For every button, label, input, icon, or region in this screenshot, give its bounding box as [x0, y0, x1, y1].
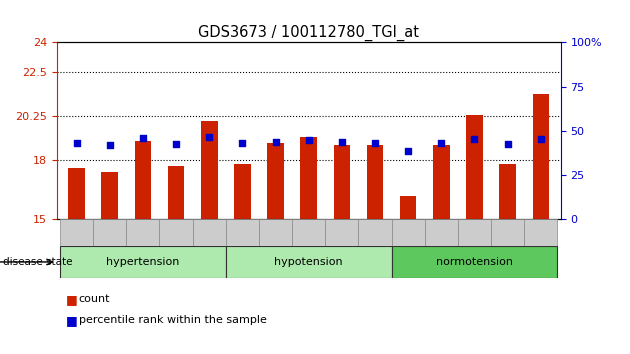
- Point: [171, 141, 181, 147]
- Text: normotension: normotension: [436, 257, 513, 267]
- Bar: [193, 219, 226, 246]
- Bar: [367, 145, 383, 219]
- Bar: [259, 219, 292, 246]
- Bar: [267, 143, 284, 219]
- Bar: [524, 219, 558, 246]
- Point: [503, 141, 513, 147]
- Bar: [234, 164, 251, 219]
- Point: [403, 148, 413, 154]
- Bar: [60, 246, 226, 278]
- Bar: [135, 141, 151, 219]
- Bar: [458, 219, 491, 246]
- Text: hypotension: hypotension: [275, 257, 343, 267]
- Bar: [466, 115, 483, 219]
- Bar: [226, 219, 259, 246]
- Text: disease state: disease state: [3, 257, 72, 267]
- Bar: [101, 172, 118, 219]
- Bar: [127, 219, 159, 246]
- Bar: [358, 219, 392, 246]
- Point: [138, 135, 148, 141]
- Point: [337, 139, 347, 145]
- Bar: [325, 219, 358, 246]
- Bar: [500, 164, 516, 219]
- Title: GDS3673 / 100112780_TGI_at: GDS3673 / 100112780_TGI_at: [198, 25, 419, 41]
- Bar: [68, 169, 85, 219]
- Point: [105, 142, 115, 148]
- Bar: [201, 121, 217, 219]
- Point: [270, 139, 280, 145]
- Point: [370, 140, 380, 145]
- Bar: [392, 246, 558, 278]
- Bar: [93, 219, 127, 246]
- Point: [238, 140, 248, 145]
- Bar: [292, 219, 325, 246]
- Bar: [226, 246, 392, 278]
- Point: [72, 140, 82, 145]
- Bar: [301, 137, 317, 219]
- Bar: [491, 219, 524, 246]
- Point: [437, 140, 447, 145]
- Text: ■: ■: [66, 293, 78, 306]
- Bar: [425, 219, 458, 246]
- Text: hypertension: hypertension: [106, 257, 180, 267]
- Point: [536, 136, 546, 142]
- Bar: [168, 166, 185, 219]
- Point: [204, 134, 214, 140]
- Text: count: count: [79, 294, 110, 304]
- Point: [304, 137, 314, 143]
- Bar: [60, 219, 93, 246]
- Bar: [433, 145, 450, 219]
- Bar: [333, 145, 350, 219]
- Point: [469, 136, 479, 142]
- Text: percentile rank within the sample: percentile rank within the sample: [79, 315, 266, 325]
- Bar: [392, 219, 425, 246]
- Text: ■: ■: [66, 314, 78, 327]
- Bar: [159, 219, 193, 246]
- Bar: [400, 196, 416, 219]
- Bar: [532, 93, 549, 219]
